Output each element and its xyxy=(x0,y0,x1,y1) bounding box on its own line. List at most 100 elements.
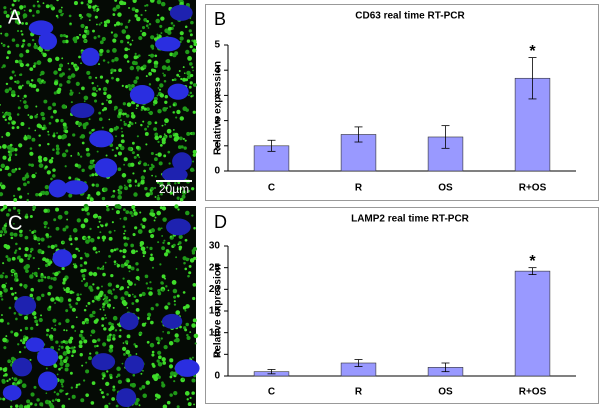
vesicle xyxy=(143,18,148,22)
vesicle xyxy=(99,224,102,226)
vesicle xyxy=(42,2,45,5)
vesicle xyxy=(123,229,127,233)
y-tick-label: 1 xyxy=(214,140,220,151)
vesicle xyxy=(157,227,162,231)
vesicle xyxy=(102,342,107,347)
x-tick-label: OS xyxy=(438,183,453,194)
vesicle xyxy=(191,187,195,191)
vesicle xyxy=(92,92,97,97)
vesicle xyxy=(148,110,154,116)
vesicle xyxy=(56,16,59,19)
vesicle xyxy=(108,230,112,234)
vesicle xyxy=(48,259,52,262)
vesicle xyxy=(159,93,165,98)
vesicle xyxy=(111,59,115,63)
vesicle xyxy=(62,39,66,44)
vesicle xyxy=(11,274,14,277)
vesicle xyxy=(62,277,67,282)
vesicle xyxy=(150,68,155,72)
vesicle xyxy=(131,7,136,12)
vesicle xyxy=(153,99,158,105)
vesicle xyxy=(43,124,46,127)
vesicle xyxy=(113,248,117,252)
vesicle xyxy=(121,130,123,133)
vesicle xyxy=(1,378,6,383)
vesicle xyxy=(160,32,163,34)
vesicle xyxy=(28,9,32,13)
vesicle xyxy=(154,216,157,219)
vesicle xyxy=(5,335,8,338)
vesicle xyxy=(154,196,157,198)
vesicle xyxy=(118,68,122,73)
vesicle xyxy=(29,229,31,232)
vesicle xyxy=(70,386,74,389)
vesicle xyxy=(169,358,174,363)
vesicle xyxy=(65,363,70,368)
vesicle xyxy=(29,151,34,156)
vesicle xyxy=(150,233,155,239)
vesicle xyxy=(188,264,192,268)
annotation: * xyxy=(529,253,536,270)
vesicle xyxy=(122,277,125,280)
vesicle xyxy=(108,236,113,241)
vesicle xyxy=(5,212,10,217)
vesicle xyxy=(108,255,111,258)
vesicle xyxy=(104,299,109,305)
vesicle xyxy=(131,205,136,210)
vesicle xyxy=(190,20,194,25)
y-tick-label: 5 xyxy=(214,349,220,360)
vesicle xyxy=(151,174,153,177)
vesicle xyxy=(190,168,193,171)
vesicle xyxy=(189,331,192,333)
vesicle xyxy=(47,133,50,136)
vesicle xyxy=(150,306,155,311)
vesicle xyxy=(112,385,116,389)
vesicle xyxy=(23,283,28,289)
vesicle xyxy=(89,197,94,202)
vesicle xyxy=(75,247,78,251)
vesicle xyxy=(142,393,147,399)
vesicle xyxy=(93,345,97,348)
vesicle xyxy=(41,190,46,196)
vesicle xyxy=(35,172,37,175)
vesicle xyxy=(127,146,132,151)
vesicle xyxy=(56,89,61,95)
vesicle xyxy=(189,258,195,263)
vesicle xyxy=(13,377,18,382)
vesicle xyxy=(189,62,193,66)
vesicle xyxy=(29,215,33,218)
vesicle xyxy=(155,77,160,82)
vesicle xyxy=(25,22,28,25)
vesicle xyxy=(65,289,70,294)
vesicle xyxy=(107,289,112,295)
vesicle xyxy=(157,87,160,89)
vesicle xyxy=(191,214,194,217)
vesicle xyxy=(23,5,27,8)
vesicle xyxy=(117,12,122,17)
vesicle xyxy=(106,49,110,53)
vesicle xyxy=(102,86,108,92)
vesicle xyxy=(96,150,99,153)
vesicle xyxy=(106,94,112,99)
vesicle xyxy=(57,348,61,351)
vesicle xyxy=(140,123,143,127)
vesicle xyxy=(41,116,46,121)
vesicle xyxy=(186,70,191,76)
vesicle xyxy=(6,111,10,116)
vesicle xyxy=(156,34,160,37)
vesicle xyxy=(4,373,8,377)
vesicle xyxy=(164,305,169,310)
vesicle xyxy=(41,126,45,131)
vesicle xyxy=(27,257,31,261)
vesicle xyxy=(116,323,120,326)
vesicle xyxy=(84,252,87,255)
vesicle xyxy=(81,273,86,278)
vesicle xyxy=(17,106,21,110)
vesicle xyxy=(131,382,136,388)
vesicle xyxy=(161,137,166,142)
vesicle xyxy=(136,153,140,157)
vesicle xyxy=(70,73,76,78)
vesicle xyxy=(177,243,180,246)
vesicle xyxy=(21,383,27,389)
vesicle xyxy=(106,303,112,308)
